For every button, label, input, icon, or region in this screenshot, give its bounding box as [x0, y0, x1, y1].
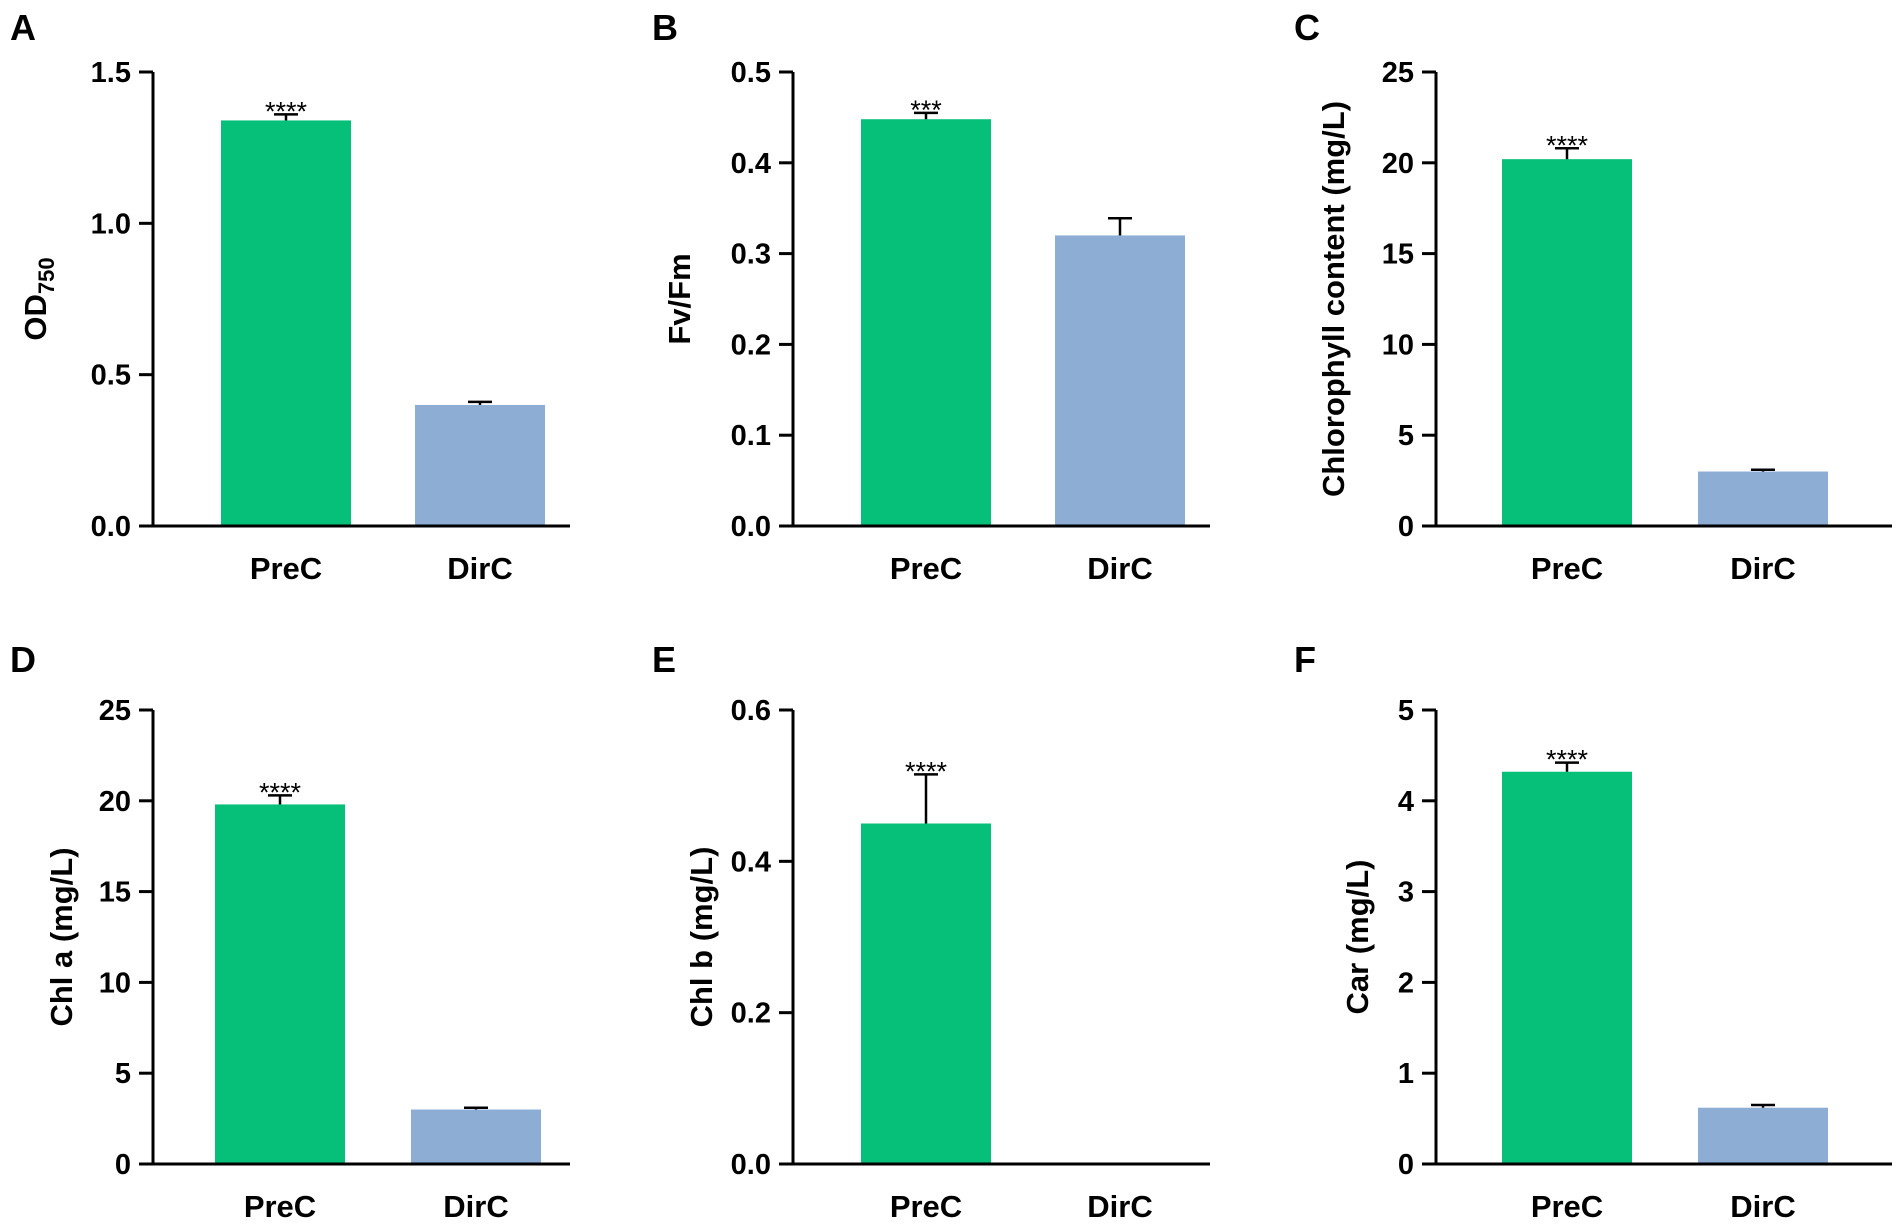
y-tick-label: 0.5: [731, 57, 771, 89]
y-axis-title: Chl b (mg/L): [684, 847, 719, 1028]
y-tick-label: 5: [115, 1058, 131, 1090]
panel-d: D **** PreC DirC 0 5 10 15 20 25 Chl a (mg/L): [10, 639, 570, 1224]
bar-prec: [1502, 159, 1632, 526]
y-tick-label: 20: [99, 786, 131, 818]
y-tick-label: 0.5: [91, 360, 131, 392]
x-tick-label: DirC: [1730, 551, 1795, 586]
bar-dirc: [415, 404, 545, 526]
y-tick-label: 5: [1398, 695, 1414, 727]
significance-label: ***: [910, 95, 942, 125]
x-tick-label: PreC: [1531, 1189, 1603, 1224]
x-tick-label: DirC: [1730, 1189, 1795, 1224]
bar-prec: [861, 823, 991, 1164]
x-tick-label: PreC: [890, 551, 962, 586]
y-tick-label: 20: [1382, 148, 1414, 180]
y-tick-label: 0.4: [731, 846, 771, 878]
y-tick-label: 0.1: [731, 420, 771, 452]
x-tick-label: DirC: [447, 551, 512, 586]
panel-letter: E: [652, 639, 676, 680]
y-axis-title: Fv/Fm: [662, 253, 697, 344]
panel-e: E **** PreC DirC 0.0 0.2 0.4 0.6 Chl b (mg/L): [652, 639, 1210, 1224]
x-tick-label: DirC: [1087, 1189, 1152, 1224]
y-tick-label: 15: [99, 877, 131, 909]
y-tick-label: 0: [115, 1149, 131, 1181]
y-axis-title-text: OD: [18, 294, 53, 341]
y-tick-label: 0.6: [731, 695, 771, 727]
y-axis-title-text: Chl a (mg/L): [44, 847, 79, 1026]
significance-label: ****: [259, 777, 302, 807]
panel-a: A **** PreC DirC 0.0 0.5 1.0 1.5 OD750: [10, 7, 570, 586]
y-tick-label: 10: [99, 967, 131, 999]
y-axis-title: OD750: [18, 257, 59, 340]
panel-c: C **** PreC DirC 0 5 10 15 20 25 Chlorophyll conte…: [1294, 7, 1892, 586]
x-tick-label: PreC: [250, 551, 322, 586]
y-tick-label: 1.0: [91, 208, 131, 240]
significance-label: ****: [265, 96, 308, 126]
bar-prec: [861, 119, 991, 526]
panel-letter: F: [1294, 639, 1316, 680]
y-tick-label: 0.4: [731, 148, 771, 180]
x-tick-label: PreC: [244, 1189, 316, 1224]
panel-letter: D: [10, 639, 36, 680]
y-axis-title-text: Car (mg/L): [1340, 860, 1375, 1015]
significance-label: ****: [905, 756, 948, 786]
y-tick-label: 15: [1382, 239, 1414, 271]
y-tick-label: 5: [1398, 420, 1414, 452]
y-axis-title-subscript: 750: [34, 257, 59, 294]
y-axis-title-text: Chl b (mg/L): [684, 847, 719, 1028]
y-tick-label: 0: [1398, 1149, 1414, 1181]
y-tick-label: 0: [1398, 511, 1414, 543]
y-tick-label: 25: [99, 695, 131, 727]
y-tick-label: 2: [1398, 967, 1414, 999]
bar-prec: [221, 120, 351, 526]
y-tick-label: 25: [1382, 57, 1414, 89]
bar-dirc: [411, 1109, 541, 1164]
y-tick-label: 1: [1398, 1058, 1414, 1090]
y-tick-label: 1.5: [91, 57, 131, 89]
y-tick-label: 0.3: [731, 239, 771, 271]
x-tick-label: DirC: [1087, 551, 1152, 586]
panel-letter: A: [10, 7, 36, 48]
panel-b: B *** PreC DirC 0.0 0.1 0.2 0.3 0.4 0.5 Fv/Fm: [652, 7, 1210, 586]
panel-f: F **** PreC DirC 0 1 2 3 4 5 Car (mg/L): [1294, 639, 1892, 1224]
y-axis-title: Car (mg/L): [1340, 860, 1375, 1015]
bar-dirc: [1698, 471, 1828, 526]
y-tick-label: 0.0: [91, 511, 131, 543]
panel-letter: B: [652, 7, 678, 48]
bar-dirc: [1055, 235, 1185, 526]
y-axis-title-text: Fv/Fm: [662, 253, 697, 344]
y-tick-label: 0.2: [731, 329, 771, 361]
x-tick-label: DirC: [443, 1189, 508, 1224]
y-axis-title: Chl a (mg/L): [44, 847, 79, 1026]
y-tick-label: 3: [1398, 877, 1414, 909]
y-tick-label: 0.0: [731, 1149, 771, 1181]
bar-prec: [1502, 771, 1632, 1164]
x-tick-label: PreC: [1531, 551, 1603, 586]
significance-label: ****: [1546, 130, 1589, 160]
x-tick-label: PreC: [890, 1189, 962, 1224]
y-tick-label: 10: [1382, 329, 1414, 361]
panel-letter: C: [1294, 7, 1320, 48]
bar-prec: [215, 804, 345, 1164]
y-axis-title: Chlorophyll content (mg/L): [1316, 101, 1351, 497]
y-tick-label: 0.2: [731, 998, 771, 1030]
significance-label: ****: [1546, 745, 1589, 775]
bar-dirc: [1698, 1107, 1828, 1164]
y-axis-title-text: Chlorophyll content (mg/L): [1316, 101, 1351, 497]
y-tick-label: 0.0: [731, 511, 771, 543]
y-tick-label: 4: [1398, 786, 1414, 818]
